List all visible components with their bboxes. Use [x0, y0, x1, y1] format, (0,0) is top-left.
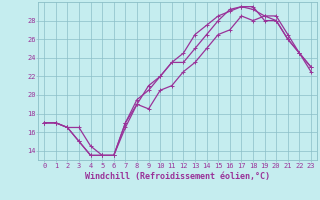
X-axis label: Windchill (Refroidissement éolien,°C): Windchill (Refroidissement éolien,°C): [85, 172, 270, 181]
